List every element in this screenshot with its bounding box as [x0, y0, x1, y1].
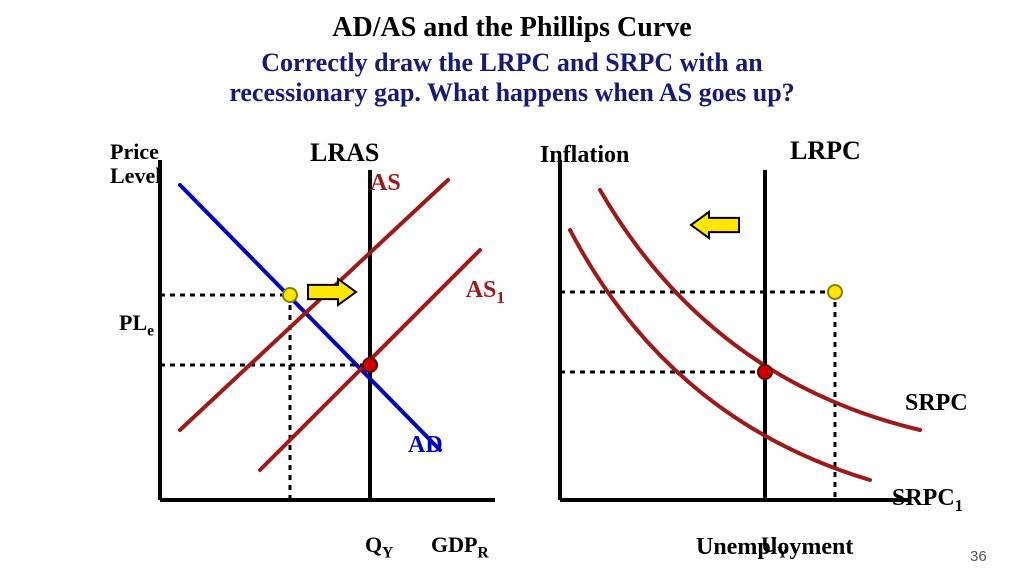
ple-label: PLe	[108, 284, 154, 340]
lrpc-label: LRPC	[790, 136, 861, 166]
as1-label: AS1	[455, 250, 505, 308]
as-curve	[180, 180, 448, 430]
page-title: AD/AS and the Phillips Curve	[0, 12, 1024, 44]
srpc-curve	[600, 190, 920, 430]
right-shift-arrow-icon	[691, 212, 739, 238]
right-eq-initial-point	[828, 285, 842, 299]
page-subtitle-line2: recessionary gap. What happens when AS g…	[0, 78, 1024, 108]
qy-label: QY	[354, 506, 393, 562]
right-eq-final-point	[758, 365, 772, 379]
right-xaxis-label: Unemployment	[696, 534, 853, 561]
as-label: AS	[370, 170, 401, 197]
left-xaxis-label: GDPR	[420, 506, 489, 562]
ad-label: AD	[408, 432, 443, 459]
page-subtitle-line1: Correctly draw the LRPC and SRPC with an	[0, 48, 1024, 78]
left-eq-initial-point	[283, 288, 297, 302]
srpc1-label: SRPC1	[880, 458, 963, 516]
srpc-label: SRPC	[905, 390, 968, 417]
left-eq-final-point	[363, 358, 377, 372]
lras-label: LRAS	[310, 138, 379, 168]
inflation-label: Inflation	[540, 142, 629, 169]
left-shift-arrow-icon	[308, 279, 356, 305]
srpc1-curve	[570, 230, 870, 480]
left-yaxis-label: Price Level	[110, 140, 161, 188]
page-number: 36	[970, 548, 987, 565]
